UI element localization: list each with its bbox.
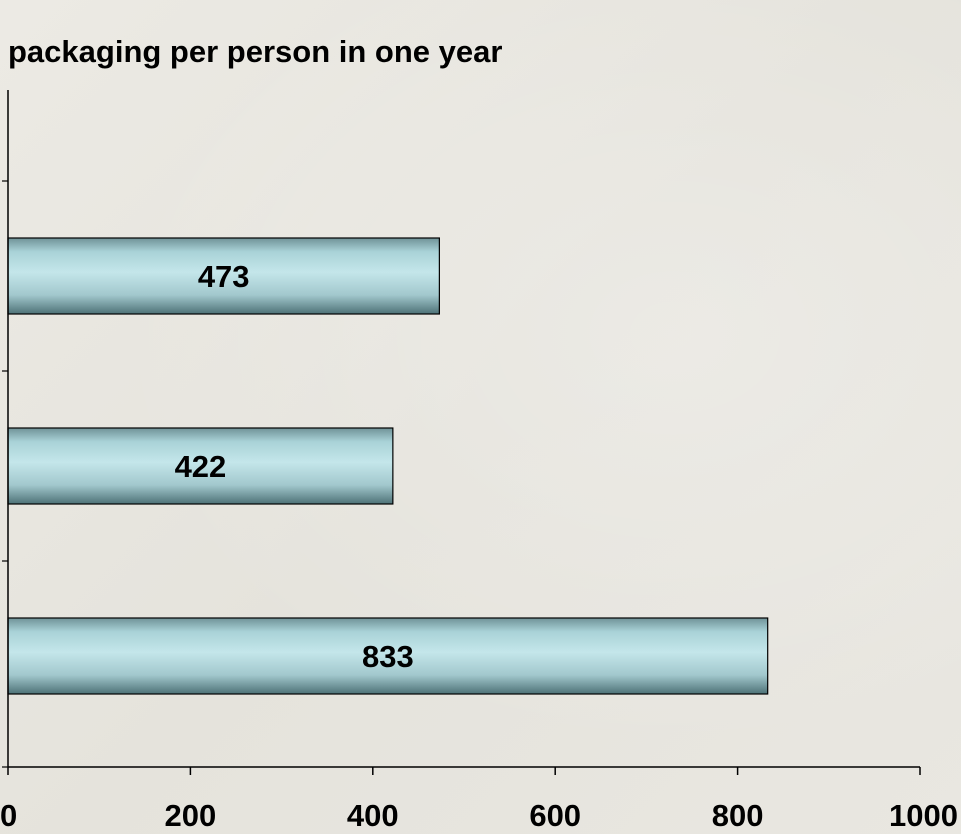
bar-data-label: 833 [362,639,414,674]
tick-labels-group: 0 200 400 600 800 1000 [0,798,958,833]
x-tick-label: 0 [0,798,17,833]
bar-data-label: 473 [198,259,250,294]
bar [7,237,440,315]
x-tick-label: 200 [165,798,217,833]
chart-title: packaging per person in one year [8,34,503,69]
x-tick-label: 400 [347,798,399,833]
bar-data-label: 422 [175,449,227,484]
bars-group: 473 422 833 [7,237,769,695]
axes-group [2,90,921,775]
x-tick-label: 1000 [889,798,958,833]
bar [7,617,769,695]
x-tick-label: 800 [712,798,764,833]
x-tick-label: 600 [529,798,581,833]
